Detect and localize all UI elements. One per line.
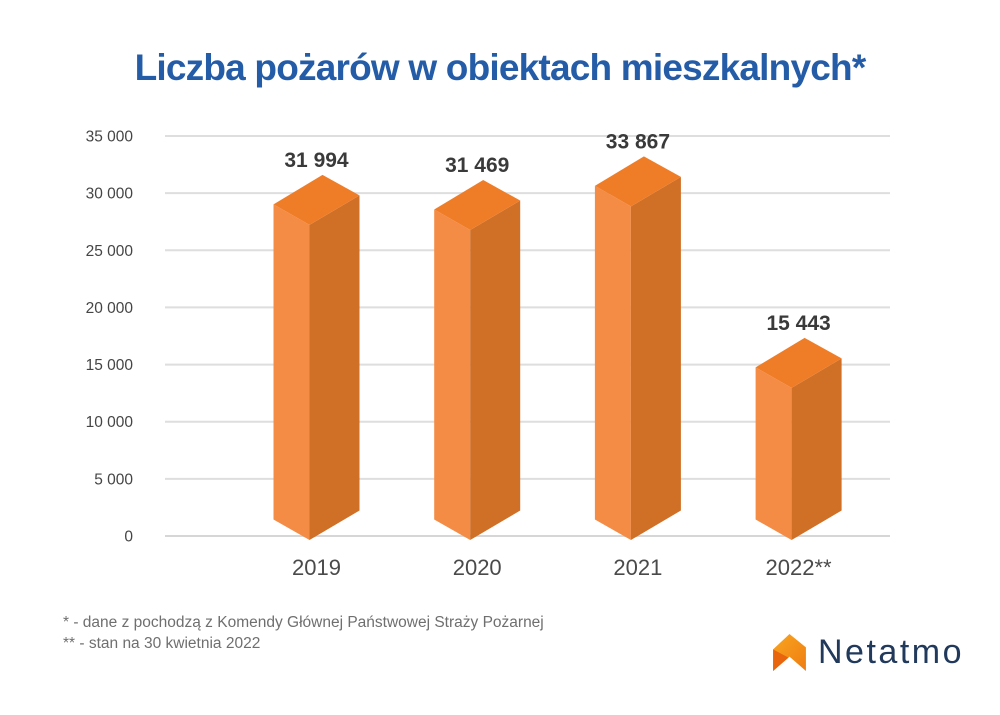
bar-top-face xyxy=(594,156,681,207)
y-axis-tick-label: 20 000 xyxy=(86,300,134,317)
y-axis-tick-label: 5 000 xyxy=(94,471,133,488)
footnote-asof-date: ** - stan na 30 kwietnia 2022 xyxy=(63,635,261,652)
chart-title: Liczba pożarów w obiektach mieszkalnych* xyxy=(134,47,867,88)
bar-left-face xyxy=(273,204,310,540)
y-axis-tick-label: 25 000 xyxy=(86,243,134,260)
netatmo-arrow-icon xyxy=(773,634,806,671)
y-axis-tick-label: 35 000 xyxy=(86,129,134,146)
bar-right-face xyxy=(791,358,842,540)
bar-left-face xyxy=(594,185,631,541)
bar-top-face xyxy=(434,180,521,231)
bar-top-face xyxy=(273,174,360,225)
bar-left-face xyxy=(434,209,471,541)
bar-left-face xyxy=(755,367,792,540)
y-axis-tick-label: 30 000 xyxy=(86,186,134,203)
bar-right-face xyxy=(309,195,360,540)
netatmo-logo-text: Netatmo xyxy=(818,633,964,671)
x-axis-label: 2021 xyxy=(613,555,662,580)
bar-right-face xyxy=(630,176,681,541)
footnote-source: * - dane z pochodzą z Komendy Głównej Pa… xyxy=(63,614,544,631)
bar-top-face xyxy=(755,337,842,388)
x-axis-label: 2022** xyxy=(766,555,833,580)
x-axis-label: 2020 xyxy=(453,555,502,580)
bar-value-label: 31 994 xyxy=(284,149,349,172)
bar-value-label: 33 867 xyxy=(606,130,670,153)
netatmo-logo: Netatmo xyxy=(772,633,964,672)
bar-value-label: 15 443 xyxy=(766,312,830,335)
y-axis-tick-label: 15 000 xyxy=(86,357,134,374)
bar-value-label: 31 469 xyxy=(445,154,509,177)
y-axis-tick-label: 0 xyxy=(124,529,133,546)
footnotes: * - dane z pochodzą z Komendy Głównej Pa… xyxy=(63,612,544,654)
bar-right-face xyxy=(470,200,521,541)
x-axis-label: 2019 xyxy=(292,555,341,580)
y-axis-tick-label: 10 000 xyxy=(86,414,134,431)
